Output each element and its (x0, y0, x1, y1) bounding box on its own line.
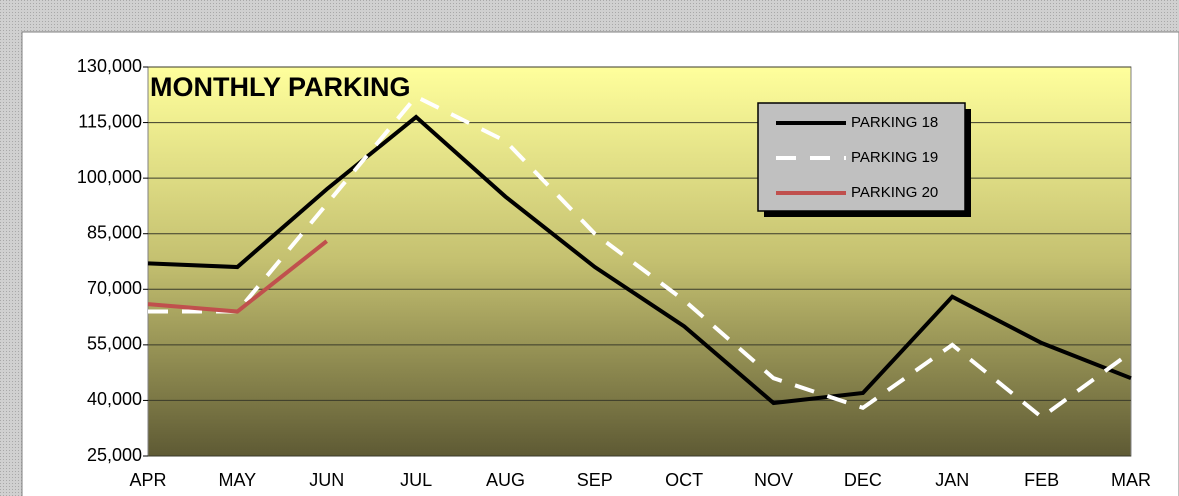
x-tick-label: JUN (309, 470, 344, 490)
legend: PARKING 18 PARKING 19 PARKING 20 (757, 102, 971, 217)
series-line (147, 114, 1132, 406)
y-tick-label: 70,000 (87, 278, 142, 298)
y-tick-label: 25,000 (87, 445, 142, 465)
y-tick-label: 130,000 (77, 56, 142, 76)
legend-label: PARKING 19 (851, 149, 938, 166)
x-tick-label: NOV (754, 470, 793, 490)
x-tick-label: DEC (844, 470, 882, 490)
chart-title: MONTHLY PARKING (150, 72, 411, 102)
series-line (147, 239, 328, 314)
lines (147, 94, 1133, 420)
x-tick-label: OCT (665, 470, 703, 490)
series-line (148, 94, 1133, 420)
x-tick-label: APR (129, 470, 166, 490)
y-tick-label: 85,000 (87, 222, 142, 242)
y-tick-label: 40,000 (87, 389, 142, 409)
x-tick-label: MAR (1111, 470, 1151, 490)
x-tick-label: JUL (400, 470, 432, 490)
x-tick-label: FEB (1024, 470, 1059, 490)
legend-label: PARKING 18 (851, 114, 938, 131)
plot-area (147, 66, 1132, 457)
x-tick-label: MAY (219, 470, 257, 490)
legend-label: PARKING 20 (851, 184, 938, 201)
x-tick-label: AUG (486, 470, 525, 490)
y-tick-label: 55,000 (87, 334, 142, 354)
x-tick-label: JAN (935, 470, 969, 490)
y-tick-label: 115,000 (78, 111, 142, 131)
y-tick-label: 100,000 (77, 167, 142, 187)
x-tick-label: SEP (577, 470, 613, 490)
